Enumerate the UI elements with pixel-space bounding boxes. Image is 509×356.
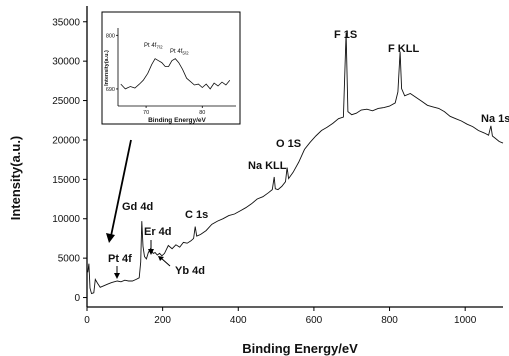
main-x-tick-label: 1000 — [454, 315, 477, 326]
main-spectrum-line — [87, 32, 504, 295]
annotation-er4d: Er 4d — [144, 226, 172, 238]
yb4d-arrow — [158, 256, 171, 267]
main-x-tick-label: 800 — [381, 315, 398, 326]
main-y-axis-label: Intensity(a.u.) — [8, 136, 23, 221]
inset-spectrum-line — [120, 58, 231, 90]
main-y-tick-label: 20000 — [52, 135, 80, 146]
main-y-ticks: 0 5000 10000 15000 20000 25000 30000 35000 — [52, 17, 87, 304]
main-plot: 0 5000 10000 15000 20000 25000 30000 35000 0 200… — [8, 6, 504, 356]
annotation-c1s: C 1s — [185, 209, 208, 221]
inset-x-tick-label: 70 — [143, 110, 149, 116]
inset-x-tick-label: 80 — [199, 110, 205, 116]
inset-y-tick-label: 800 — [106, 33, 115, 39]
main-y-tick-label: 0 — [74, 293, 80, 304]
main-y-tick-label: 30000 — [52, 57, 80, 68]
inset-x-axis-label: Binding Energy/eV — [148, 117, 206, 124]
main-y-tick-label: 10000 — [52, 214, 80, 225]
main-x-ticks: 0 200 400 600 800 1000 — [84, 307, 477, 326]
inset-y-axis-label: Intensity(a.u.) — [104, 50, 110, 86]
peak-annotations: F 1S F KLL Na 1s O 1S Na KLL C 1s Gd 4d … — [106, 29, 509, 279]
main-y-tick-label: 35000 — [52, 17, 80, 28]
main-y-tick-label: 15000 — [52, 175, 80, 186]
er4d-arrow — [148, 240, 154, 255]
annotation-yb4d: Yb 4d — [175, 265, 205, 277]
main-x-tick-label: 600 — [306, 315, 323, 326]
inset-x-ticks: 70 80 — [143, 106, 205, 116]
annotation-na1s: Na 1s — [481, 113, 509, 125]
main-x-axis-label: Binding Energy/eV — [242, 341, 358, 356]
annotation-gd4d: Gd 4d — [122, 201, 153, 213]
inset-y-ticks: 690 800 — [106, 33, 118, 93]
main-y-tick-label: 5000 — [58, 254, 81, 265]
inset-label-pt4f72: Pt 4f7/2 — [144, 43, 163, 50]
pt4f-arrow — [114, 266, 120, 279]
main-x-tick-label: 200 — [154, 315, 171, 326]
annotation-fkll: F KLL — [388, 43, 419, 55]
main-x-tick-label: 0 — [84, 315, 90, 326]
inset-frame — [101, 11, 241, 125]
annotation-pt4f: Pt 4f — [108, 253, 132, 265]
annotation-o1s: O 1S — [276, 138, 301, 150]
annotation-f1s: F 1S — [334, 29, 357, 41]
inset-y-tick-label: 690 — [106, 87, 115, 93]
annotation-nakll: Na KLL — [248, 160, 287, 172]
main-y-tick-label: 25000 — [52, 96, 80, 107]
inset-plot: 690 800 70 80 Binding Energy/eV Intensity(… — [101, 11, 241, 125]
inset-label-pt4f52: Pt 4f5/2 — [170, 49, 189, 56]
main-x-tick-label: 400 — [230, 315, 247, 326]
inset-pointer-arrow — [106, 139, 132, 243]
